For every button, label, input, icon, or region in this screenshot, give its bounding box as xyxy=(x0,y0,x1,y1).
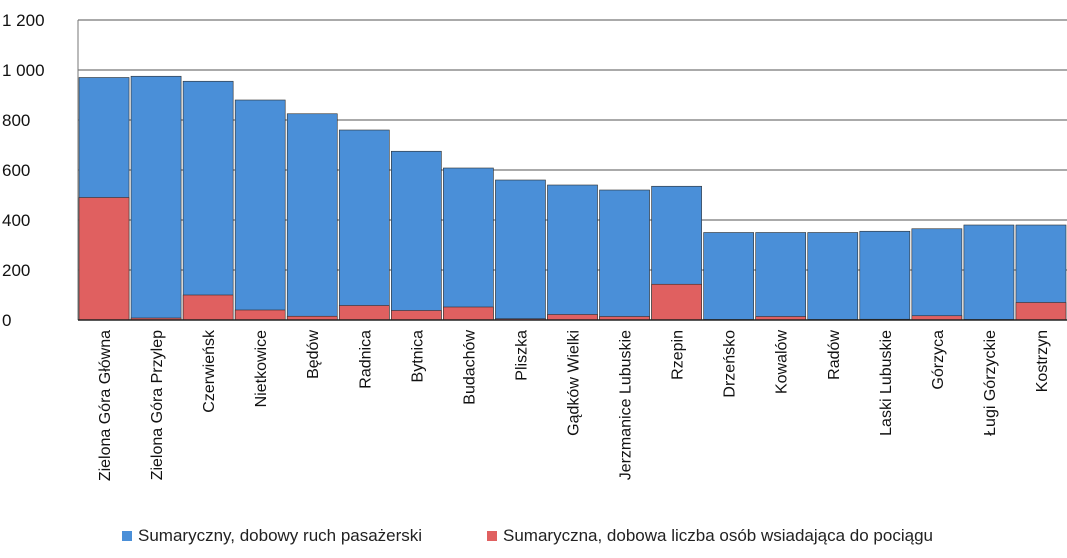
legend-swatch-series-1 xyxy=(122,531,132,541)
x-tick-label: Rzepin xyxy=(670,330,687,380)
bar-total-traffic xyxy=(807,232,859,321)
legend-label-series-2: Sumaryczna, dobowa liczba osób wsiadając… xyxy=(503,526,933,545)
bar-total-traffic xyxy=(547,184,598,321)
x-tick-label: Nietkowice xyxy=(253,330,270,407)
x-tick-label: Radów xyxy=(826,330,843,380)
bar-total-traffic xyxy=(859,230,911,321)
x-tick-label: Górzyca xyxy=(930,330,947,390)
bars xyxy=(78,75,1067,321)
bar-total-traffic xyxy=(495,179,546,321)
x-tick-label: Kostrzyn xyxy=(1034,330,1051,392)
bar-total-traffic xyxy=(963,224,1015,321)
x-tick-label: Drzeńsko xyxy=(722,330,739,398)
x-tick-label: Gądków Wielki xyxy=(566,330,583,436)
x-tick-label: Zielona Góra Przylep xyxy=(149,330,166,480)
legend-label-series-1: Sumaryczny, dobowy ruch pasażerski xyxy=(138,526,423,545)
y-axis: 0 200 400 600 800 1 000 1 200 xyxy=(2,11,45,330)
bar-total-traffic xyxy=(755,232,807,321)
bar-boarding xyxy=(651,283,702,321)
y-tick-label: 0 xyxy=(2,311,11,330)
x-tick-label: Jerzmanice Lubuskie xyxy=(618,330,635,480)
bar-boarding xyxy=(338,305,390,321)
legend-item-series-2: Sumaryczna, dobowa liczba osób wsiadając… xyxy=(487,526,933,546)
y-tick-label: 1 200 xyxy=(2,11,45,30)
x-tick-labels: Zielona Góra Główna Zielona Góra Przylep C… xyxy=(97,329,1051,481)
bar-boarding xyxy=(234,309,286,321)
bar-boarding xyxy=(182,294,234,321)
bar-total-traffic xyxy=(286,113,338,321)
bar-total-traffic xyxy=(911,228,963,321)
bar-boarding xyxy=(547,314,598,321)
y-tick-label: 800 xyxy=(2,111,30,130)
legend-swatch-series-2 xyxy=(487,531,497,541)
bar-boarding xyxy=(78,197,130,321)
x-tick-label: Ługi Górzyckie xyxy=(982,330,999,436)
bar-total-traffic xyxy=(182,80,234,321)
bar-total-traffic xyxy=(599,189,650,321)
bar-boarding xyxy=(443,306,494,321)
y-tick-label: 200 xyxy=(2,261,30,280)
bar-total-traffic xyxy=(443,167,494,321)
y-tick-label: 1 000 xyxy=(2,61,45,80)
legend: Sumaryczny, dobowy ruch pasażerski Sumar… xyxy=(0,522,1067,552)
x-tick-label: Kowalów xyxy=(774,330,791,394)
bar-total-traffic xyxy=(391,150,442,321)
y-tick-label: 600 xyxy=(2,161,30,180)
x-tick-label: Laski Lubuskie xyxy=(878,330,895,436)
legend-item-series-1: Sumaryczny, dobowy ruch pasażerski xyxy=(122,526,422,546)
x-tick-label: Pliszka xyxy=(513,330,530,381)
bar-total-traffic xyxy=(703,232,754,321)
x-tick-label: Zielona Góra Główna xyxy=(97,330,114,481)
bar-total-traffic xyxy=(338,129,390,321)
y-tick-label: 400 xyxy=(2,211,30,230)
bar-boarding xyxy=(1015,302,1067,321)
bar-total-traffic xyxy=(234,99,286,321)
bar-boarding xyxy=(391,310,442,321)
x-tick-label: Bytnica xyxy=(409,330,426,383)
bar-total-traffic xyxy=(130,75,182,321)
x-tick-label: Będów xyxy=(305,330,322,379)
x-tick-label: Radnica xyxy=(357,330,374,389)
x-tick-label: Czerwieńsk xyxy=(201,329,218,413)
x-tick-label: Budachów xyxy=(461,330,478,405)
